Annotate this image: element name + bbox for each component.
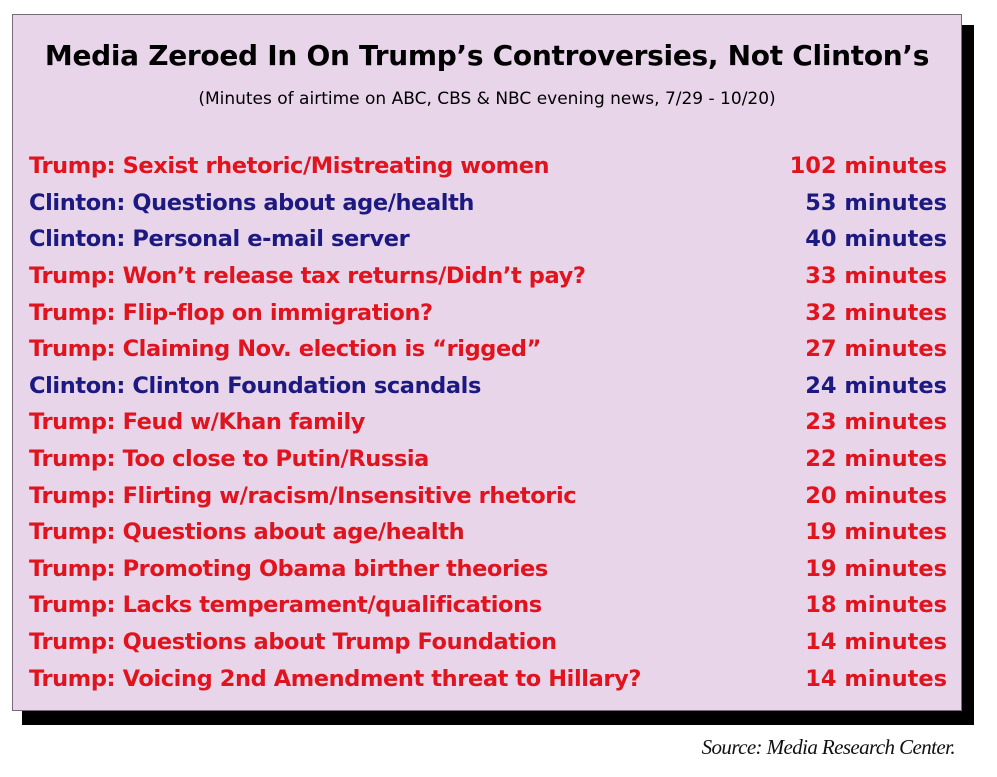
row-label: Trump: Voicing 2nd Amendment threat to H… [29,665,642,692]
data-row: Clinton: Clinton Foundation scandals 24 m… [29,368,947,405]
row-value: 33 minutes [805,263,947,290]
data-row: Trump: Feud w/Khan family 23 minutes [29,404,947,441]
row-label: Trump: Claiming Nov. election is “rigged… [29,336,541,363]
row-value: 24 minutes [805,372,947,399]
data-rows: Trump: Sexist rhetoric/Mistreating women… [29,148,947,697]
data-row: Trump: Sexist rhetoric/Mistreating women… [29,148,947,185]
row-value: 53 minutes [805,189,947,216]
data-row: Trump: Voicing 2nd Amendment threat to H… [29,660,947,697]
row-label: Trump: Flip-flop on immigration? [29,299,433,326]
row-value: 14 minutes [805,629,947,656]
row-label: Clinton: Questions about age/health [29,189,475,216]
chart-subtitle: (Minutes of airtime on ABC, CBS & NBC ev… [198,89,776,109]
data-row: Trump: Too close to Putin/Russia 22 minut… [29,441,947,478]
data-row: Clinton: Questions about age/health 53 mi… [29,185,947,222]
row-value: 19 minutes [805,555,947,582]
data-row: Trump: Won’t release tax returns/Didn’t … [29,258,947,295]
row-label: Trump: Too close to Putin/Russia [29,446,429,473]
row-label: Trump: Won’t release tax returns/Didn’t … [29,263,586,290]
row-label: Trump: Promoting Obama birther theories [29,555,548,582]
data-row: Trump: Questions about age/health 19 minu… [29,514,947,551]
row-value: 14 minutes [805,665,947,692]
row-label: Trump: Flirting w/racism/Insensitive rhe… [29,482,577,509]
row-value: 23 minutes [805,409,947,436]
row-value: 18 minutes [805,592,947,619]
chart-title: Media Zeroed In On Trump’s Controversies… [44,39,930,72]
row-label: Clinton: Personal e-mail server [29,226,410,253]
row-value: 22 minutes [805,446,947,473]
data-row: Trump: Questions about Trump Foundation 1… [29,624,947,661]
row-value: 102 minutes [789,153,947,180]
row-value: 40 minutes [805,226,947,253]
row-label: Trump: Questions about Trump Foundation [29,629,557,656]
data-row: Trump: Flip-flop on immigration? 32 minut… [29,294,947,331]
chart-panel: Media Zeroed In On Trump’s Controversies… [12,14,962,711]
row-value: 27 minutes [805,336,947,363]
data-row: Trump: Flirting w/racism/Insensitive rhe… [29,477,947,514]
row-label: Trump: Sexist rhetoric/Mistreating women [29,153,550,180]
data-row: Trump: Claiming Nov. election is “rigged… [29,331,947,368]
row-label: Trump: Lacks temperament/qualifications [29,592,542,619]
row-value: 32 minutes [805,299,947,326]
data-row: Clinton: Personal e-mail server 40 minute… [29,221,947,258]
row-label: Trump: Questions about age/health [29,519,465,546]
data-row: Trump: Lacks temperament/qualifications 1… [29,587,947,624]
row-value: 19 minutes [805,519,947,546]
row-value: 20 minutes [805,482,947,509]
row-label: Trump: Feud w/Khan family [29,409,366,436]
data-row: Trump: Promoting Obama birther theories 1… [29,551,947,588]
row-label: Clinton: Clinton Foundation scandals [29,372,481,399]
source-credit: Source: Media Research Center. [701,735,956,759]
